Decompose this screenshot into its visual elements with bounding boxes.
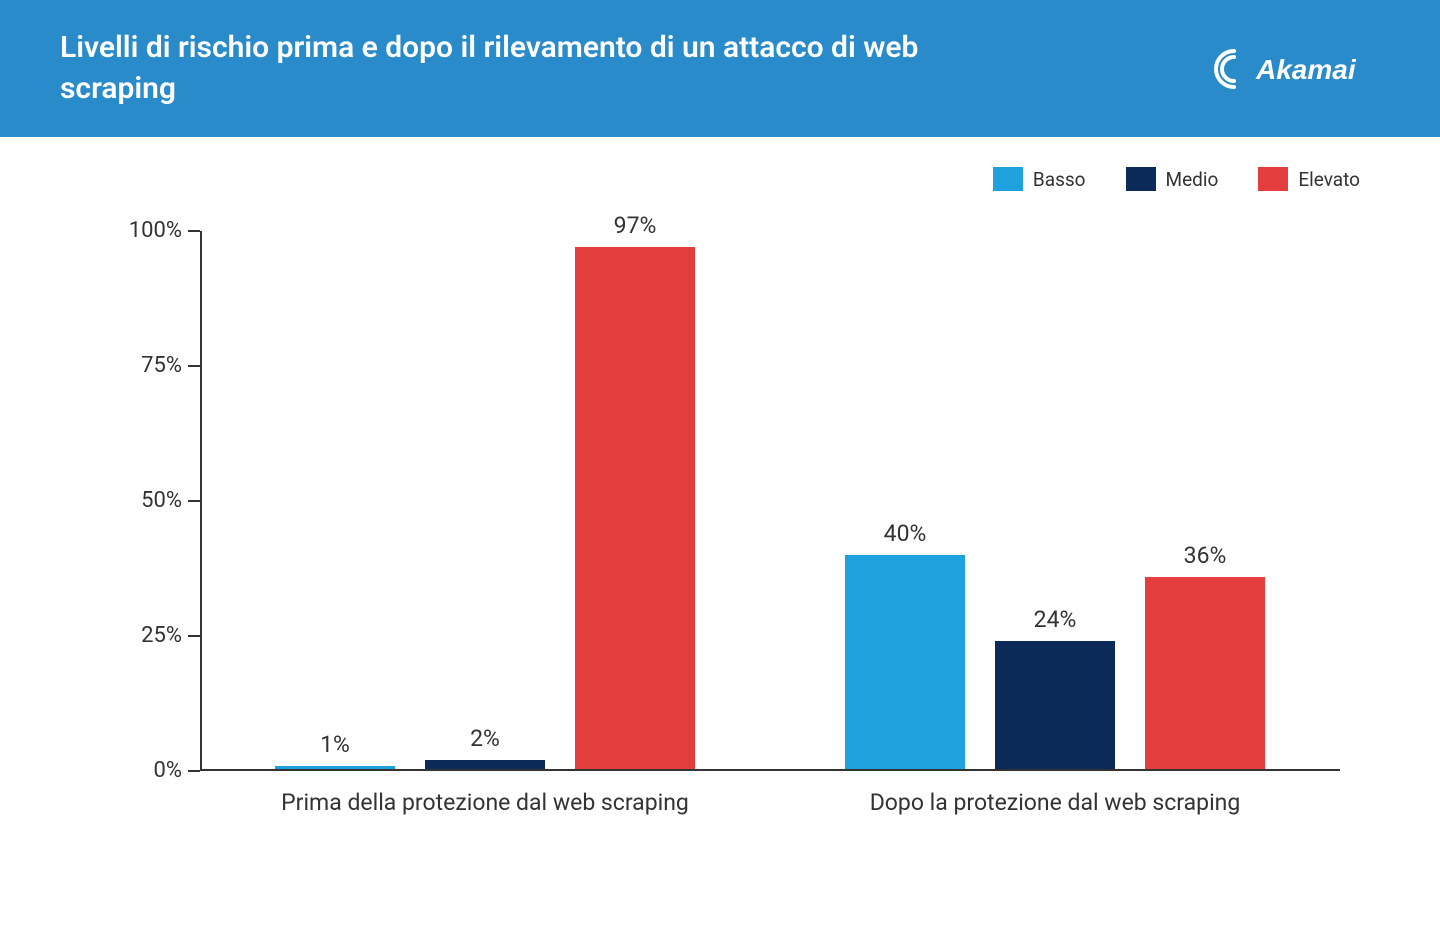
bar-group: 1% 2% 97% <box>200 231 770 771</box>
legend-swatch <box>1126 167 1156 191</box>
bar-value-label: 24% <box>1034 606 1077 633</box>
bar-value-label: 40% <box>884 520 927 547</box>
legend-label: Elevato <box>1298 168 1360 191</box>
bar-fill <box>1145 577 1265 771</box>
bar: 97% <box>575 231 695 771</box>
chart-header: Livelli di rischio prima e dopo il rilev… <box>0 0 1440 137</box>
bar: 40% <box>845 231 965 771</box>
category-label: Dopo la protezione dal web scraping <box>770 771 1340 831</box>
legend-label: Medio <box>1166 168 1219 191</box>
chart-title: Livelli di rischio prima e dopo il rilev… <box>60 28 1040 109</box>
legend-label: Basso <box>1033 168 1086 191</box>
y-tick-label: 0% <box>154 758 182 783</box>
y-tick-mark <box>188 365 200 367</box>
category-label: Prima della protezione dal web scraping <box>200 771 770 831</box>
x-axis-labels: Prima della protezione dal web scraping … <box>200 771 1340 831</box>
y-tick-mark <box>188 500 200 502</box>
bar-group: 40% 24% 36% <box>770 231 1340 771</box>
y-tick-mark <box>188 770 200 772</box>
bar-fill <box>995 641 1115 771</box>
logo-text: Akamai <box>1255 54 1357 85</box>
bar-fill <box>845 555 965 771</box>
legend-item-medio: Medio <box>1126 167 1219 191</box>
y-tick-label: 50% <box>141 488 182 513</box>
chart: 0% 25% 50% 75% 100% 1% 2% 97% 40% 24% 36% Prima d… <box>80 211 1360 831</box>
bar: 36% <box>1145 231 1265 771</box>
y-tick-mark <box>188 230 200 232</box>
y-tick-label: 100% <box>129 218 182 243</box>
y-tick-label: 25% <box>141 623 182 648</box>
legend-item-elevato: Elevato <box>1258 167 1360 191</box>
bar-groups: 1% 2% 97% 40% 24% 36% <box>200 231 1340 771</box>
bar-value-label: 36% <box>1184 542 1227 569</box>
akamai-logo: Akamai <box>1200 41 1380 97</box>
legend-swatch <box>1258 167 1288 191</box>
bar: 1% <box>275 231 395 771</box>
legend-item-basso: Basso <box>993 167 1086 191</box>
legend-swatch <box>993 167 1023 191</box>
y-tick-mark <box>188 635 200 637</box>
bar: 24% <box>995 231 1115 771</box>
bar-fill <box>575 247 695 771</box>
plot-area: 0%25%50%75%100% 1%2%97%40%24%36% <box>200 231 1340 771</box>
legend: Basso Medio Elevato <box>0 137 1440 201</box>
bar-value-label: 2% <box>470 725 500 752</box>
bar-value-label: 97% <box>614 212 657 239</box>
y-tick-label: 75% <box>141 353 182 378</box>
bar-value-label: 1% <box>320 731 350 758</box>
bar: 2% <box>425 231 545 771</box>
